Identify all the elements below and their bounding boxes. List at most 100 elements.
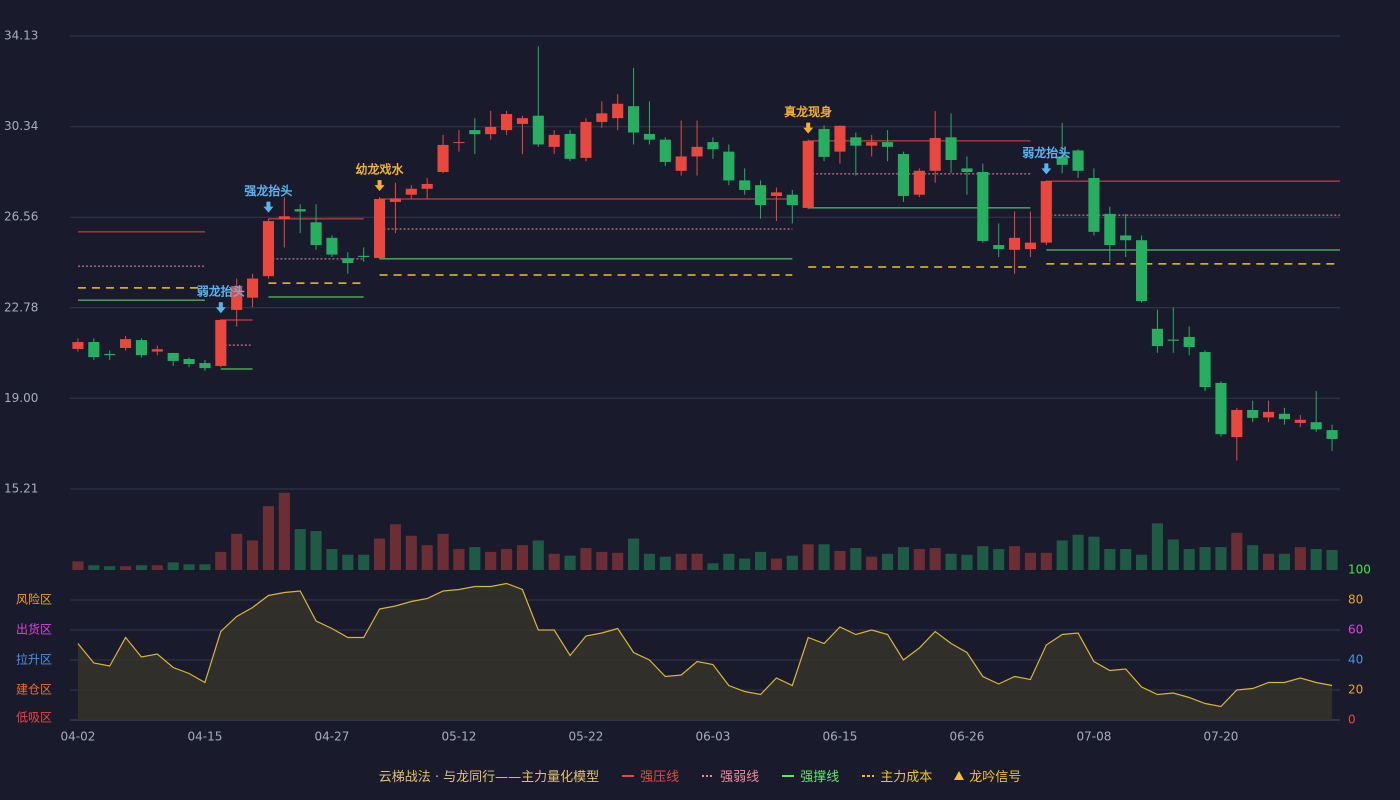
volume-bar: [945, 553, 957, 570]
volume-bar: [770, 558, 782, 570]
candle-body: [1040, 181, 1052, 243]
legend-label: 龙吟信号: [969, 770, 1022, 785]
candle-body: [1088, 177, 1100, 232]
volume-bar: [485, 551, 497, 570]
candle-body: [786, 194, 798, 206]
candle-body: [310, 222, 322, 246]
volume-bar: [516, 545, 528, 570]
volume-bar: [358, 554, 370, 570]
volume-bar: [834, 550, 846, 570]
legend-item: 强撑线: [781, 766, 839, 785]
candle-body: [199, 363, 211, 369]
candle-body: [1247, 409, 1259, 418]
volume-bar: [342, 554, 354, 570]
volume-bar: [215, 551, 227, 570]
volume-bar: [183, 564, 195, 570]
volume-bar: [818, 544, 830, 570]
candle-body: [580, 121, 592, 158]
candle-body: [675, 156, 687, 171]
candle-body: [596, 113, 608, 122]
volume-bar: [453, 549, 465, 570]
candle-body: [882, 142, 894, 147]
legend-label: 主力成本: [880, 770, 933, 785]
volume-bar: [977, 546, 989, 570]
candle-body: [1294, 419, 1306, 423]
volume-bar: [659, 556, 671, 570]
candle-body: [421, 183, 433, 189]
candle-body: [850, 137, 862, 146]
volume-bar: [1310, 549, 1322, 570]
volume-bar: [1009, 546, 1021, 570]
zone-label: 建仓区: [16, 683, 52, 697]
candle-body: [437, 144, 449, 172]
volume-bar: [723, 553, 735, 570]
legend-swatch: [862, 774, 875, 777]
legend-item: 强压线: [621, 766, 679, 785]
candle-body: [1231, 409, 1243, 438]
candle-body: [834, 125, 846, 152]
y-tick-label: 80: [1348, 593, 1363, 607]
candle-body: [993, 245, 1005, 250]
legend-triangle: [954, 771, 965, 780]
volume-bar: [580, 548, 592, 570]
volume-bar: [913, 549, 925, 570]
volume-bar: [929, 548, 941, 570]
signal-arrow: [374, 180, 385, 192]
volume-bar: [961, 554, 973, 570]
volume-bar: [437, 533, 449, 570]
candle-body: [802, 140, 814, 208]
signal-label: 强龙抬头: [244, 183, 292, 198]
zone-label: 低吸区: [16, 711, 52, 725]
candle-body: [183, 358, 195, 365]
legend-label: 强压线: [640, 770, 680, 785]
volume-bar: [310, 530, 322, 570]
volume-bar: [231, 533, 243, 570]
signal-label: 弱龙抬头: [1022, 145, 1070, 160]
signal-label: 弱龙抬头: [197, 284, 245, 299]
candle-body: [1024, 242, 1036, 250]
x-tick-label: 06-03: [696, 730, 731, 744]
legend-swatch: [782, 774, 795, 777]
signal-label: 真龙现身: [784, 104, 832, 119]
volume-bar: [707, 563, 719, 570]
candle-body: [1120, 235, 1132, 241]
legend: 云梯战法 · 与龙同行——主力量化模型 强压线 强弱线 强撑线 主力成本 龙吟信号: [0, 766, 1400, 785]
legend-label: 强弱线: [720, 770, 760, 785]
candle-body: [485, 126, 497, 135]
y-tick-label: 22.78: [4, 300, 38, 314]
candle-body: [643, 133, 655, 140]
candle-body: [723, 151, 735, 181]
x-tick-label: 07-20: [1204, 730, 1239, 744]
volume-bar: [405, 535, 417, 570]
volume-bar: [151, 565, 163, 570]
candle-body: [961, 168, 973, 172]
candle-body: [1167, 339, 1179, 341]
candle-body: [231, 285, 243, 310]
x-tick-label: 07-08: [1077, 730, 1112, 744]
volume-bar: [993, 549, 1005, 570]
candle-body: [167, 353, 179, 361]
volume-bar: [1278, 553, 1290, 570]
y-tick-label: 19.00: [4, 391, 38, 405]
candle-body: [612, 103, 624, 119]
candle-body: [1310, 422, 1322, 430]
signal-arrow: [803, 122, 814, 134]
zone-label: 拉升区: [16, 652, 52, 667]
candle-body: [453, 142, 465, 144]
candle-body: [389, 198, 401, 202]
candle-body: [628, 106, 640, 133]
candle-body: [342, 258, 354, 263]
volume-bar: [278, 492, 290, 570]
volume-bar: [1247, 545, 1259, 570]
x-tick-label: 04-15: [188, 730, 223, 744]
legend-title: 云梯战法 · 与龙同行——主力量化模型: [378, 770, 600, 785]
volume-bar: [850, 548, 862, 570]
volume-bar: [199, 564, 211, 570]
volume-bar: [612, 552, 624, 570]
y-tick-label: 20: [1348, 683, 1363, 697]
candle-body: [358, 255, 370, 257]
signal-arrow: [215, 302, 226, 314]
y-tick-label: 15.21: [4, 482, 38, 496]
